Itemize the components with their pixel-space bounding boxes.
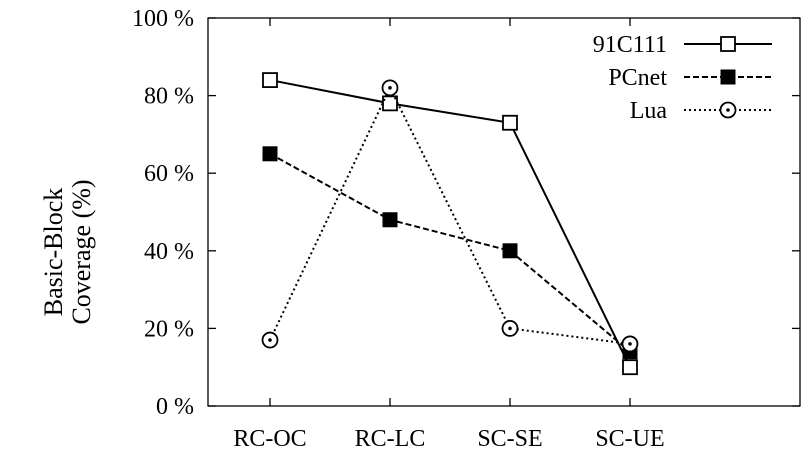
legend-entry-lua: Lua <box>630 98 772 124</box>
legend-entry-pcnet: PCnet <box>608 65 772 91</box>
y-tick-label-60: 60 % <box>144 161 194 187</box>
x-tick-label-sc-se: SC-SE <box>477 426 542 452</box>
series-lines <box>261 72 639 376</box>
point-lua-rc-lc-dot <box>388 86 392 90</box>
x-tick-label-sc-ue: SC-UE <box>595 426 664 452</box>
legend-label-91c111: 91C111 <box>593 32 667 58</box>
point-91c111-rc-oc <box>262 72 278 88</box>
plot-area-border <box>207 17 801 407</box>
point-lua-sc-se <box>501 319 519 337</box>
legend-label-lua: Lua <box>630 98 668 124</box>
series-lua <box>261 79 639 353</box>
point-lua-sc-ue-dot <box>628 342 632 346</box>
series-line-91c111 <box>269 79 631 368</box>
legend-entry-91c111: 91C111 <box>593 32 772 58</box>
plot-frame <box>207 17 801 407</box>
point-pcnet-rc-oc <box>262 146 278 162</box>
legend-marker-91c111 <box>720 36 736 52</box>
point-pcnet-sc-se <box>502 243 518 259</box>
legend-label-pcnet: PCnet <box>608 65 667 91</box>
y-axis-title-line1: Basic-Block <box>39 188 68 317</box>
y-tick-label-0: 0 % <box>156 394 194 420</box>
point-pcnet-rc-lc <box>382 212 398 228</box>
y-tick-label-80: 80 % <box>144 84 194 110</box>
series-91c111 <box>262 72 638 376</box>
legend: 91C111 PCnet Lua <box>593 32 772 124</box>
point-91c111-sc-se <box>502 114 518 131</box>
y-axis-ticks: 0 % 20 % 40 % 60 % 80 % 100 % <box>132 6 800 420</box>
y-tick-label-20: 20 % <box>144 316 194 342</box>
legend-marker-lua <box>719 101 737 119</box>
point-lua-sc-ue <box>621 335 639 353</box>
series-line-pcnet <box>269 152 631 353</box>
y-axis-title-line2: Coverage (%) <box>67 179 96 324</box>
series-pcnet <box>262 146 638 360</box>
x-axis-ticks: RC-OC RC-LC SC-SE SC-UE <box>233 18 665 452</box>
point-lua-rc-lc <box>381 79 399 97</box>
point-91c111-sc-ue <box>622 359 638 376</box>
point-lua-rc-oc <box>261 331 279 349</box>
y-tick-label-40: 40 % <box>144 239 194 265</box>
y-tick-label-100: 100 % <box>132 6 194 32</box>
point-lua-rc-oc-dot <box>268 338 272 342</box>
x-tick-label-rc-oc: RC-OC <box>233 426 306 452</box>
legend-marker-pcnet <box>720 69 736 85</box>
point-lua-sc-se-dot <box>508 326 512 331</box>
legend-marker-lua-dot <box>726 108 730 112</box>
x-tick-label-rc-lc: RC-LC <box>355 426 426 452</box>
